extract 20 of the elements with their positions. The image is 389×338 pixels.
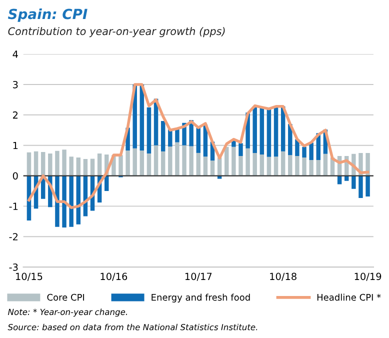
chart-subtitle: Contribution to year-on-year growth (pps) <box>8 27 225 38</box>
legend-label: Headline CPI * <box>317 294 381 301</box>
legend-label: Energy and fresh food <box>152 294 250 302</box>
y-tick-label: 4 <box>12 50 18 58</box>
x-tick-label: 10/17 <box>185 272 212 281</box>
y-tick-label: 0 <box>12 172 18 180</box>
x-tick-label: 10/15 <box>16 272 42 281</box>
x-tick-label: 10/18 <box>270 272 296 281</box>
y-tick-label: -3 <box>9 264 18 271</box>
x-tick-label: 10/19 <box>354 272 382 281</box>
y-tick-label: 2 <box>13 111 18 119</box>
chart-title: Spain: CPI <box>8 8 88 22</box>
x-tick-label: 10/16 <box>100 272 128 281</box>
source-note: Source: based on data from the National Statistics Institute. <box>8 324 258 330</box>
y-tick-label: -2 <box>9 233 18 240</box>
text: Note: * Year-on-year change. <box>8 308 127 317</box>
legend-label: Core CPI <box>47 294 84 301</box>
y-tick-label: 3 <box>13 80 18 88</box>
y-tick-label: 1 <box>13 142 18 150</box>
y-tick-label: -1 <box>9 202 18 210</box>
